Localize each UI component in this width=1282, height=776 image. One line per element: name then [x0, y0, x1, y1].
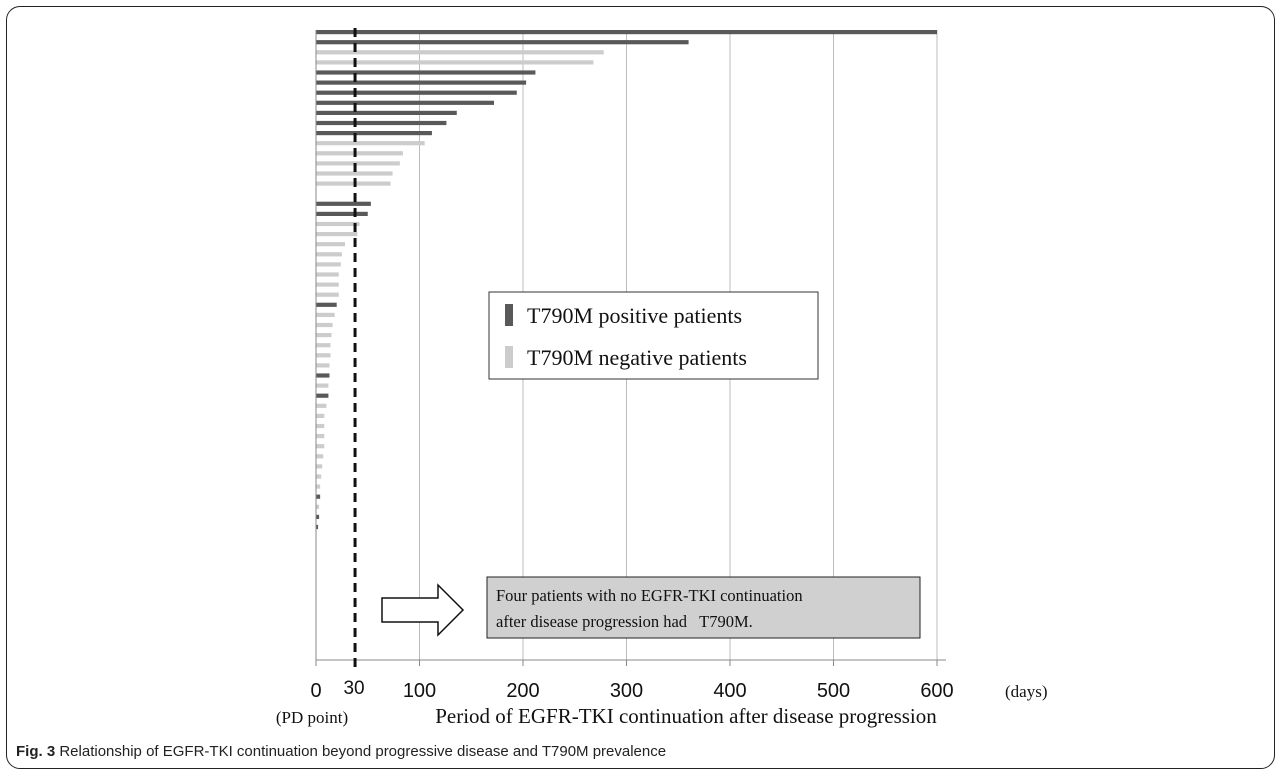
caption-label: Fig. 3 — [16, 743, 56, 760]
x-tick-label: 100 — [403, 680, 436, 702]
bar-negative — [316, 464, 323, 469]
bar-negative — [316, 171, 393, 176]
bar-negative — [316, 423, 325, 429]
bar-positive — [316, 30, 937, 35]
bar-negative — [316, 252, 342, 257]
bar-positive — [316, 373, 330, 378]
bar-negative — [316, 50, 604, 55]
annotation-line-1: Four patients with no EGFR-TKI continuat… — [496, 586, 803, 605]
legend-label-positive: T790M positive patients — [527, 303, 742, 328]
x-tick-label: 600 — [920, 680, 953, 702]
bar-negative — [316, 504, 320, 509]
bar-negative — [316, 312, 335, 317]
bar-negative — [316, 474, 322, 479]
figure-frame — [6, 6, 1275, 769]
bar-negative — [316, 413, 325, 418]
bar-negative — [316, 343, 331, 348]
x-axis-unit: (days) — [1005, 682, 1047, 701]
bar-positive — [316, 131, 432, 136]
bar-positive — [316, 100, 495, 105]
arrow-icon — [381, 583, 465, 637]
bar-negative — [316, 282, 339, 287]
bar-positive — [316, 120, 447, 126]
bar-negative — [316, 292, 339, 297]
bar-positive — [316, 90, 517, 95]
bar-positive — [316, 514, 320, 519]
bar-positive — [316, 393, 329, 398]
bar-negative — [316, 161, 400, 166]
bar-negative — [316, 403, 327, 408]
bar-negative — [316, 322, 333, 328]
legend: T790M positive patients T790M negative p… — [488, 291, 819, 380]
bar-negative — [316, 181, 391, 186]
bar-negative — [316, 333, 332, 338]
annotation-line-2: after disease progression had T790M. — [496, 612, 753, 631]
x-tick-label: 500 — [817, 680, 850, 702]
x-tick-label: 0 — [310, 680, 321, 702]
bars — [316, 30, 937, 530]
legend-swatch-negative — [505, 346, 513, 368]
bar-positive — [316, 80, 527, 85]
bar-negative — [316, 353, 331, 358]
bar-negative — [316, 272, 339, 277]
bar-negative — [316, 221, 360, 227]
x-tick-label: 400 — [713, 680, 746, 702]
bar-negative — [316, 151, 403, 156]
legend-label-negative: T790M negative patients — [527, 345, 747, 370]
legend-swatch-positive — [505, 304, 513, 326]
bar-negative — [316, 383, 329, 388]
x-tick-labels: 0 100 200 300 400 500 600 — [310, 680, 953, 702]
bar-negative — [316, 242, 345, 247]
bar-negative — [316, 60, 594, 65]
x-tick-marks — [315, 660, 938, 666]
reference-line-label: 30 — [343, 678, 364, 699]
bar-positive — [316, 211, 368, 216]
bar-positive — [316, 302, 337, 307]
x-tick-label: 300 — [610, 680, 643, 702]
caption-text: Relationship of EGFR-TKI continuation be… — [59, 743, 667, 760]
annotation: Four patients with no EGFR-TKI continuat… — [381, 576, 921, 639]
bar-negative — [316, 141, 425, 146]
bar-negative — [316, 454, 324, 459]
x-axis-title: Period of EGFR-TKI continuation after di… — [435, 704, 937, 728]
bar-positive — [316, 110, 457, 115]
bar-positive — [316, 524, 319, 530]
pd-point-label: (PD point) — [276, 708, 348, 727]
bar-positive — [316, 40, 689, 45]
x-tick-label: 200 — [506, 680, 539, 702]
bar-negative — [316, 434, 325, 439]
bar-negative — [316, 262, 341, 267]
bar-negative — [316, 484, 321, 489]
bar-negative — [316, 444, 325, 449]
bar-positive — [316, 494, 321, 499]
figure-caption: Fig. 3 Relationship of EGFR-TKI continua… — [16, 743, 666, 760]
bar-negative — [316, 363, 330, 368]
bar-negative — [316, 232, 358, 237]
bar-positive — [316, 201, 371, 206]
bar-positive — [316, 70, 536, 75]
